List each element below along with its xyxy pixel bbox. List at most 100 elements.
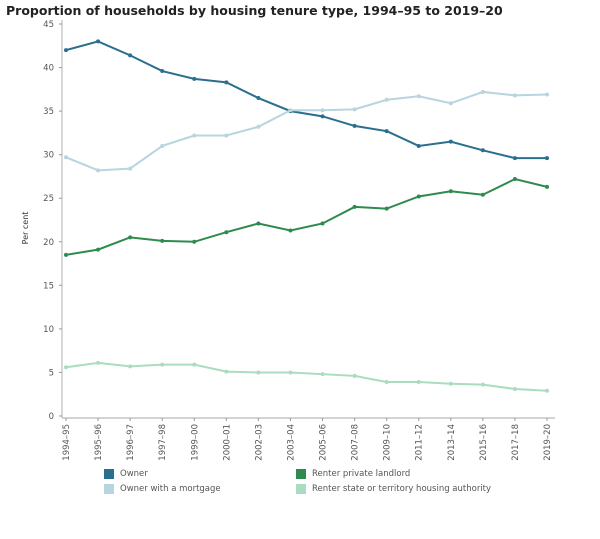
x-tick-label: 2017–18 (511, 424, 521, 461)
data-point (224, 230, 229, 235)
data-point (352, 123, 357, 128)
data-point (128, 166, 133, 171)
y-tick-label: 0 (49, 412, 54, 422)
data-point (512, 93, 517, 98)
series-line (65, 178, 548, 256)
data-point (480, 148, 485, 153)
data-point (288, 108, 293, 113)
data-point (384, 129, 389, 134)
x-tick-label: 1997–98 (158, 424, 168, 461)
chart-title: Proportion of households by housing tenu… (6, 3, 503, 18)
y-tick-label: 20 (43, 238, 54, 248)
legend-item: Renter state or territory housing author… (296, 484, 491, 494)
y-tick-label: 15 (43, 281, 54, 291)
legend-swatch (104, 484, 114, 494)
y-tick-label: 5 (49, 368, 54, 378)
data-point (96, 360, 101, 365)
legend-item: Renter private landlord (296, 469, 410, 479)
series-line (65, 40, 547, 160)
legend-item: Owner (104, 469, 148, 479)
data-point (224, 369, 229, 374)
data-point (448, 101, 453, 106)
y-tick-label: 35 (43, 107, 54, 117)
data-point (256, 221, 261, 226)
data-point (384, 380, 389, 385)
legend-swatch (104, 469, 114, 479)
data-point (416, 143, 421, 148)
data-point (480, 192, 485, 197)
data-point (128, 235, 133, 240)
data-point (545, 92, 549, 97)
data-point (512, 177, 517, 182)
data-point (384, 206, 389, 211)
data-point (416, 194, 421, 199)
series-line (65, 361, 548, 392)
legend-label: Renter private landlord (312, 469, 411, 479)
data-point (160, 238, 165, 243)
data-point (320, 221, 325, 226)
x-tick-label: 2007–08 (351, 424, 361, 461)
x-tick-label: 2013–14 (447, 424, 457, 461)
data-point (545, 156, 549, 161)
data-point (192, 362, 197, 367)
x-tick-label: 1999–00 (190, 424, 200, 461)
data-point (320, 372, 325, 377)
data-point (192, 239, 197, 244)
x-tick-label: 2005–06 (319, 424, 329, 461)
data-point (64, 48, 68, 53)
data-point (96, 168, 101, 173)
x-tick-label: 2015–16 (479, 424, 489, 461)
data-point (448, 139, 453, 144)
x-tick-label: 2011–12 (415, 424, 425, 461)
data-point (416, 380, 421, 385)
y-tick-label: 25 (43, 194, 54, 204)
data-point (96, 39, 101, 44)
x-tick-label: 2002–03 (254, 424, 264, 461)
x-tick-label: 2009–10 (383, 424, 393, 461)
legend-label: Renter state or territory housing author… (312, 484, 492, 494)
x-tick-label: 1995–96 (94, 424, 104, 461)
data-point (480, 89, 485, 94)
data-point (448, 381, 453, 386)
data-point (160, 362, 165, 367)
x-tick-label: 2003–04 (286, 424, 296, 461)
y-tick-label: 40 (43, 64, 54, 74)
data-point (224, 80, 229, 85)
data-point (320, 114, 325, 119)
data-point (545, 388, 549, 393)
data-point (352, 204, 357, 209)
x-tick-label: 1994–95 (62, 424, 72, 461)
data-point (256, 124, 261, 129)
data-point (224, 133, 229, 138)
data-point (160, 143, 165, 148)
data-point (256, 370, 261, 375)
data-point (192, 133, 197, 138)
data-point (64, 252, 68, 257)
data-point (128, 364, 133, 369)
data-point (96, 247, 101, 252)
data-point (384, 97, 389, 102)
legend-item: Owner with a mortgage (104, 484, 221, 494)
legend-label: Owner with a mortgage (120, 484, 221, 494)
y-tick-label: 10 (43, 325, 54, 335)
legend-swatch (296, 484, 306, 494)
data-point (512, 156, 517, 161)
legend-swatch (296, 469, 306, 479)
data-point (256, 96, 261, 101)
legend-label: Owner (120, 469, 148, 479)
data-point (545, 184, 549, 189)
data-point (448, 189, 453, 194)
y-tick-label: 45 (43, 20, 54, 30)
data-point (512, 386, 517, 391)
data-point (416, 94, 421, 99)
data-point (192, 76, 197, 81)
x-tick-label: 2019–20 (543, 424, 553, 461)
data-point (352, 373, 357, 378)
data-point (352, 107, 357, 112)
data-point (288, 228, 293, 233)
data-point (128, 53, 133, 58)
data-point (320, 108, 325, 113)
data-point (160, 69, 165, 74)
series-line (65, 90, 548, 172)
